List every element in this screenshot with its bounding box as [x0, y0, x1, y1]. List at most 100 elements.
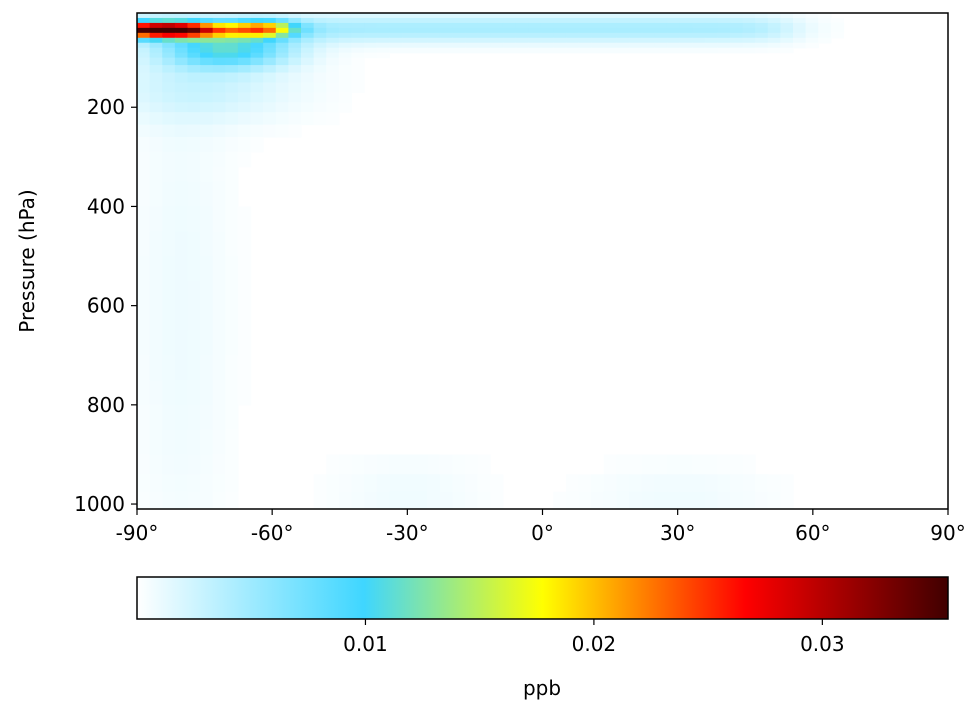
heatmap-cell [692, 32, 706, 39]
heatmap-cell [616, 13, 630, 19]
heatmap-cell [212, 17, 226, 24]
heatmap-cell [729, 42, 744, 49]
heatmap-cell [414, 32, 428, 39]
heatmap-cell [162, 47, 176, 54]
heatmap-cell [477, 17, 491, 24]
heatmap-cell [641, 37, 655, 44]
heatmap-cell [376, 37, 390, 44]
heatmap-cell [174, 305, 189, 332]
heatmap-cell [162, 32, 176, 39]
heatmap-cell [174, 82, 189, 93]
heatmap-cell [767, 17, 781, 24]
heatmap-cell [313, 474, 327, 493]
heatmap-cell [401, 42, 416, 49]
heatmap-cell [149, 454, 163, 475]
heatmap-cell [149, 305, 163, 332]
heatmap-cell [818, 32, 832, 39]
x-tick-label: 0° [531, 521, 554, 545]
heatmap-cell [767, 491, 781, 509]
heatmap-cell [818, 22, 832, 29]
heatmap-cell [162, 57, 176, 66]
heatmap-cell [616, 22, 630, 29]
heatmap-cell [364, 454, 378, 475]
heatmap-cell [275, 17, 289, 24]
heatmap-cell [629, 474, 643, 493]
heatmap-cell [439, 474, 453, 493]
heatmap-cell [452, 42, 466, 49]
heatmap-cell [717, 17, 731, 24]
heatmap-cell [616, 47, 630, 54]
heatmap-cell [212, 404, 226, 431]
heatmap-cell [288, 22, 302, 29]
heatmap-cell [288, 32, 302, 39]
heatmap-cell [237, 280, 252, 307]
heatmap-cell [313, 37, 327, 44]
heatmap-cell [603, 42, 617, 49]
heatmap-cell [540, 22, 554, 29]
heatmap-cell [187, 47, 201, 54]
heatmap-cell [162, 124, 176, 138]
heatmap-cell [452, 37, 466, 44]
heatmap-cell [692, 22, 706, 29]
heatmap-cell [679, 474, 693, 493]
heatmap-cell [137, 22, 151, 29]
heatmap-cell [578, 474, 592, 493]
heatmap-cell [313, 72, 327, 84]
heatmap-cell [793, 37, 807, 44]
heatmap-cell [225, 355, 239, 381]
heatmap-cell [326, 42, 340, 49]
heatmap-cell [629, 454, 643, 475]
heatmap-cell [654, 17, 668, 24]
heatmap-cell [225, 47, 239, 54]
heatmap-cell [275, 52, 289, 59]
heatmap-cell [137, 82, 151, 93]
heatmap-cell [237, 82, 252, 93]
heatmap-cell [174, 380, 189, 406]
heatmap-cell [301, 42, 315, 49]
heatmap-cell [477, 42, 491, 49]
heatmap-cell [742, 13, 756, 19]
heatmap-cell [225, 474, 239, 493]
heatmap-cell [275, 27, 289, 34]
heatmap-cell [654, 22, 668, 29]
heatmap-cell [679, 37, 693, 44]
heatmap-cell [149, 32, 163, 39]
heatmap-cell [401, 13, 416, 19]
heatmap-cell [477, 454, 491, 475]
heatmap-cell [427, 42, 441, 49]
heatmap-cell [439, 32, 453, 39]
heatmap-cell [137, 206, 151, 232]
heatmap-cell [477, 37, 491, 44]
heatmap-cell [427, 32, 441, 39]
heatmap-cell [326, 37, 340, 44]
heatmap-cell [263, 82, 277, 93]
heatmap-cell [729, 47, 744, 54]
heatmap-cell [237, 37, 252, 44]
heatmap-cell [174, 256, 189, 282]
heatmap-cell [553, 47, 567, 54]
heatmap-cell [225, 256, 239, 282]
heatmap-cell [162, 404, 176, 431]
heatmap-cell [654, 454, 668, 475]
heatmap-cell [641, 42, 655, 49]
heatmap-cell [212, 454, 226, 475]
heatmap-cell [275, 112, 289, 126]
heatmap-cell [452, 454, 466, 475]
heatmap-cell [452, 474, 466, 493]
heatmap-cell [679, 17, 693, 24]
heatmap-cell [149, 17, 163, 24]
heatmap-cell [162, 22, 176, 29]
heatmap-cell [225, 380, 239, 406]
heatmap-cell [641, 13, 655, 19]
heatmap-cell [200, 404, 214, 431]
heatmap-cell [212, 27, 226, 34]
heatmap-cell [692, 491, 706, 509]
heatmap-cell [137, 355, 151, 381]
heatmap-cell [364, 52, 378, 59]
heatmap-cell [225, 280, 239, 307]
heatmap-cell [137, 404, 151, 431]
heatmap-cell [137, 112, 151, 126]
heatmap-cell [376, 32, 390, 39]
heatmap-cell [704, 42, 718, 49]
heatmap-cell [427, 491, 441, 509]
